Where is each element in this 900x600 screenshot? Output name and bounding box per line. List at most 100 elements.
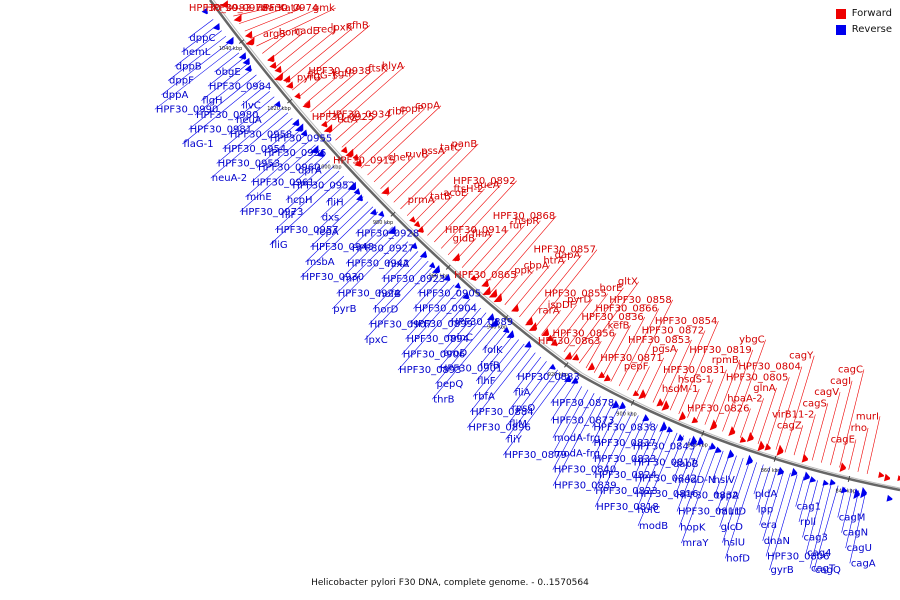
label-leader-line xyxy=(631,418,646,447)
reverse-gene-arrow xyxy=(803,471,810,481)
gene-label: hopK xyxy=(680,522,706,533)
label-leader-line xyxy=(820,392,841,463)
gene-label: copP xyxy=(400,104,424,115)
gene-label: rarA xyxy=(538,305,559,316)
reverse-gene-arrow xyxy=(489,318,499,327)
gene-label: HPF30_0817 xyxy=(634,457,696,468)
gene-label: cheY xyxy=(388,152,413,163)
reverse-gene-arrow xyxy=(310,145,319,154)
gene-label: rbfA xyxy=(474,392,495,403)
forward-gene-arrow xyxy=(244,30,253,39)
forward-gene-arrow xyxy=(409,216,416,223)
gene-label: cagY xyxy=(789,351,814,362)
label-leader-line xyxy=(181,24,218,53)
label-leader-line xyxy=(320,186,354,218)
reverse-gene-arrow xyxy=(809,476,816,483)
reverse-gene-arrow xyxy=(212,23,220,31)
forward-gene-arrow xyxy=(897,475,900,482)
reverse-gene-arrow xyxy=(502,326,510,333)
gene-label: modD-N xyxy=(674,475,715,486)
gene-label: mraY xyxy=(682,538,709,549)
label-leader-line xyxy=(593,412,633,491)
gene-label: lpp xyxy=(758,505,773,516)
reverse-gene-arrow xyxy=(274,100,281,108)
gene-label: hsdS-1 xyxy=(678,374,712,385)
reverse-gene-arrow xyxy=(829,479,836,486)
forward-gene-arrow xyxy=(801,453,809,463)
label-leader-line xyxy=(442,307,481,354)
gene-label: HPF30_0961 xyxy=(252,177,314,188)
gene-label: hslV xyxy=(714,475,735,486)
kbp-tick xyxy=(773,455,777,462)
forward-gene-arrow xyxy=(525,316,534,326)
label-leader-line xyxy=(304,75,339,105)
label-leader-line xyxy=(182,80,262,145)
gene-label: narK xyxy=(262,3,286,14)
legend-reverse: Reverse xyxy=(835,24,892,35)
label-leader-line xyxy=(592,402,614,444)
gene-label: HPF30_0833 xyxy=(594,454,656,465)
forward-gene-arrow xyxy=(416,226,424,233)
gene-label: fliG xyxy=(271,240,288,251)
label-leader-line xyxy=(210,112,288,179)
gene-label: HPF30_0893 xyxy=(399,365,461,376)
gene-labels: HPF30_0983HPF30_0978narKtatAHPF30_0974gm… xyxy=(156,3,879,576)
gene-label: HPF30_0840 xyxy=(554,465,616,476)
gene-label: HPF30_0856 xyxy=(553,328,615,339)
forward-gene-arrow xyxy=(352,153,359,161)
label-leader-line xyxy=(661,339,692,407)
label-leader-line xyxy=(285,27,354,84)
gene-label: HPF30_0954 xyxy=(224,144,286,155)
gene-label: HPF30_0823 xyxy=(595,486,657,497)
gene-label: cagS xyxy=(802,398,826,409)
gene-label: pyrG xyxy=(297,72,321,83)
reverse-gene-arrow xyxy=(524,340,532,348)
label-leader-line xyxy=(674,440,698,496)
reverse-gene-arrow xyxy=(709,442,716,450)
gene-label: glnA xyxy=(753,383,775,394)
reverse-gene-arrow xyxy=(300,129,308,137)
gene-label: dapA xyxy=(555,250,581,261)
gene-label: fliH xyxy=(327,197,344,208)
gene-label: ftsH-2 xyxy=(453,184,483,195)
gene-label: neuA xyxy=(236,115,262,126)
label-leader-line xyxy=(563,293,609,353)
label-leader-line xyxy=(406,143,479,216)
gene-label: HPF30_0854 xyxy=(655,316,717,327)
label-leader-line xyxy=(161,41,231,96)
gene-label: cag4 xyxy=(807,548,831,559)
forward-gene-arrow xyxy=(482,286,491,295)
gene-label: neuA-2 xyxy=(212,173,247,184)
label-leader-line xyxy=(239,144,316,213)
label-leader-line xyxy=(300,206,374,278)
gene-label: cagA xyxy=(851,558,876,569)
label-leader-line xyxy=(526,254,582,324)
label-leader-line xyxy=(552,393,595,470)
gene-label: cagZ xyxy=(777,420,802,431)
gene-label: HPF30_0889 xyxy=(451,317,513,328)
gene-label: HPF30_0905 xyxy=(419,288,481,299)
label-leader-line xyxy=(372,256,424,310)
forward-gene-arrow xyxy=(878,471,884,478)
gene-label: HPF30_0843 xyxy=(633,442,695,453)
label-leader-line xyxy=(285,160,330,201)
gene-label: ftsK xyxy=(368,64,387,75)
label-leader-line xyxy=(507,365,553,425)
label-leader-line xyxy=(866,416,881,474)
reverse-gene-arrow xyxy=(443,273,451,281)
gene-label: HPF30_0842 xyxy=(635,473,697,484)
label-leader-line xyxy=(769,474,798,571)
forward-gene-arrow xyxy=(598,371,605,378)
label-leader-line xyxy=(280,165,335,216)
gene-label: ppk xyxy=(514,265,533,276)
label-leader-line xyxy=(250,134,307,183)
gene-label: HPF30_0892 xyxy=(453,176,515,187)
label-leader-line xyxy=(644,357,665,399)
label-leader-line xyxy=(712,450,724,481)
gene-label: hslU xyxy=(723,538,745,549)
reverse-gene-arrow xyxy=(487,313,495,321)
reverse-gene-arrow xyxy=(666,426,673,433)
label-leader-line xyxy=(533,249,598,329)
label-leader-line xyxy=(256,7,336,47)
label-leader-line xyxy=(329,65,405,134)
